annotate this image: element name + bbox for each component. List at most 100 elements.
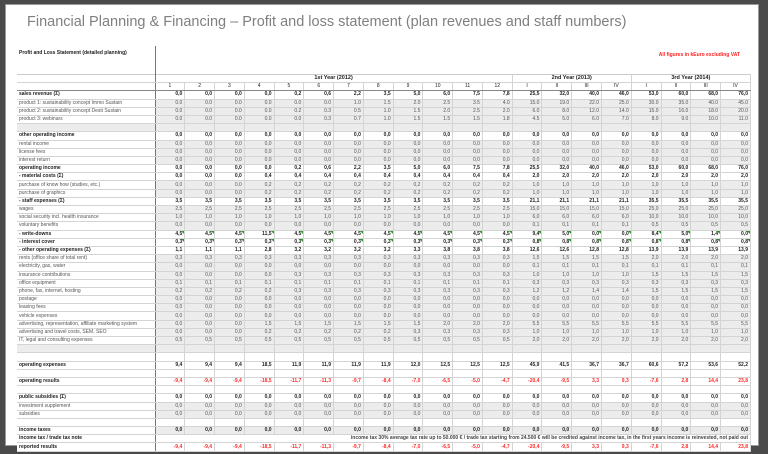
value-cell[interactable]: 15.0 (630, 107, 662, 116)
value-cell[interactable]: 4,5 (214, 230, 245, 239)
value-cell[interactable]: -9,7 (333, 376, 364, 387)
value-cell[interactable] (630, 344, 662, 354)
value-cell[interactable]: 1,0 (571, 180, 602, 190)
value-cell[interactable]: 0,0 (422, 221, 454, 231)
value-cell[interactable] (155, 418, 186, 428)
value-cell[interactable]: 0,0 (333, 140, 364, 149)
value-cell[interactable]: 0,0 (214, 410, 245, 419)
value-cell[interactable]: 0,0 (541, 311, 573, 321)
value-cell[interactable]: 3,5 (155, 197, 186, 207)
value-cell[interactable]: 0,4 (393, 172, 424, 182)
value-cell[interactable] (541, 418, 573, 428)
value-cell[interactable]: 0,3 (720, 279, 751, 288)
value-cell[interactable]: 0,0 (155, 410, 186, 419)
value-cell[interactable] (244, 352, 275, 362)
value-cell[interactable]: 0,0 (155, 262, 186, 272)
value-cell[interactable] (214, 385, 245, 395)
value-cell[interactable]: 1,0 (541, 189, 573, 198)
value-cell[interactable]: 0,1 (422, 279, 454, 288)
value-cell[interactable]: 0,3 (214, 238, 245, 247)
value-cell[interactable]: 0,0 (511, 410, 543, 419)
value-cell[interactable] (601, 344, 632, 354)
value-cell[interactable]: 0,0 (393, 262, 424, 272)
value-cell[interactable]: 1,2 (541, 287, 573, 297)
value-cell[interactable]: 0,0 (661, 311, 692, 321)
value-cell[interactable]: 1,0 (155, 213, 186, 223)
value-cell[interactable]: 0,2 (303, 189, 335, 198)
value-cell[interactable] (452, 418, 483, 428)
value-cell[interactable]: 0,3 (363, 271, 394, 280)
value-cell[interactable]: 0,1 (601, 262, 632, 272)
value-cell[interactable] (333, 418, 364, 428)
value-cell[interactable]: 35,5 (661, 197, 692, 207)
value-cell[interactable]: 1.5 (452, 115, 483, 125)
value-cell[interactable]: 0,0 (155, 189, 186, 198)
value-cell[interactable]: 0,5 (333, 336, 364, 346)
value-cell[interactable]: 0,1 (541, 221, 573, 231)
value-cell[interactable]: 0,3 (422, 328, 454, 338)
value-cell[interactable]: 0,0 (601, 140, 632, 149)
value-cell[interactable]: 0,0 (184, 189, 216, 198)
value-cell[interactable]: 0,0 (214, 320, 245, 329)
value-cell[interactable]: -9,4 (214, 442, 245, 452)
value-cell[interactable]: 0,0 (511, 295, 543, 305)
value-cell[interactable]: 3,2 (303, 246, 335, 256)
value-cell[interactable]: 0,3 (511, 279, 543, 288)
value-cell[interactable]: 6.0 (571, 115, 602, 125)
value-cell[interactable]: 1,5 (661, 287, 692, 297)
value-cell[interactable] (214, 344, 245, 354)
value-cell[interactable]: 0,0 (601, 402, 632, 411)
value-cell[interactable] (630, 385, 662, 395)
value-cell[interactable]: 5,5 (541, 320, 573, 329)
value-cell[interactable]: 0,0 (452, 156, 483, 166)
value-cell[interactable] (571, 352, 602, 362)
value-cell[interactable]: 0,0 (393, 221, 424, 231)
value-cell[interactable]: 0,0 (720, 230, 751, 239)
value-cell[interactable] (155, 352, 186, 362)
value-cell[interactable] (720, 385, 751, 395)
value-cell[interactable]: 2,0 (630, 336, 662, 346)
value-cell[interactable]: 0,0 (630, 295, 662, 305)
value-cell[interactable]: 3,5 (422, 197, 454, 207)
value-cell[interactable]: 0,3 (363, 287, 394, 297)
value-cell[interactable]: 2,5 (393, 205, 424, 215)
value-cell[interactable]: 0,0 (541, 148, 573, 157)
value-cell[interactable]: 1,0 (630, 180, 662, 190)
value-cell[interactable]: 1,0 (601, 189, 632, 198)
value-cell[interactable]: 2,0 (511, 172, 543, 182)
value-cell[interactable]: 0,3 (333, 271, 364, 280)
value-cell[interactable]: 1,5 (541, 254, 573, 264)
value-cell[interactable]: 0.0 (244, 99, 275, 108)
value-cell[interactable]: 0,1 (571, 262, 602, 272)
value-cell[interactable]: 0,0 (155, 328, 186, 338)
value-cell[interactable]: 0,0 (482, 402, 513, 411)
value-cell[interactable]: 0,3 (482, 328, 513, 338)
value-cell[interactable]: 35,5 (690, 197, 722, 207)
value-cell[interactable]: 0,0 (571, 140, 602, 149)
value-cell[interactable]: 0,8 (601, 238, 632, 247)
value-cell[interactable]: 35,5 (630, 197, 662, 207)
value-cell[interactable] (452, 123, 483, 133)
value-cell[interactable]: 0,0 (511, 140, 543, 149)
value-cell[interactable]: 0,0 (214, 164, 245, 174)
value-cell[interactable]: 3,5 (303, 197, 335, 207)
value-cell[interactable]: 0,0 (601, 426, 632, 436)
value-cell[interactable]: -9,4 (155, 376, 186, 387)
value-cell[interactable]: 25,5 (511, 90, 543, 100)
value-cell[interactable]: 0,0 (541, 426, 573, 436)
value-cell[interactable]: 4,5 (482, 230, 513, 239)
value-cell[interactable]: 0,3 (393, 238, 424, 247)
value-cell[interactable] (482, 418, 513, 428)
value-cell[interactable]: 11,9 (274, 360, 305, 370)
value-cell[interactable]: 35,5 (720, 197, 751, 207)
value-cell[interactable]: 0,2 (274, 180, 305, 190)
value-cell[interactable]: 0,0 (303, 131, 335, 141)
value-cell[interactable]: 2,5 (363, 205, 394, 215)
value-cell[interactable]: 0,0 (363, 393, 394, 403)
value-cell[interactable]: 2,2 (333, 164, 364, 174)
value-cell[interactable]: 0,3 (363, 238, 394, 247)
value-cell[interactable]: 0,5 (363, 336, 394, 346)
value-cell[interactable]: 2,5 (482, 205, 513, 215)
value-cell[interactable]: -9,5 (541, 376, 573, 387)
value-cell[interactable]: 5.0 (541, 115, 573, 125)
